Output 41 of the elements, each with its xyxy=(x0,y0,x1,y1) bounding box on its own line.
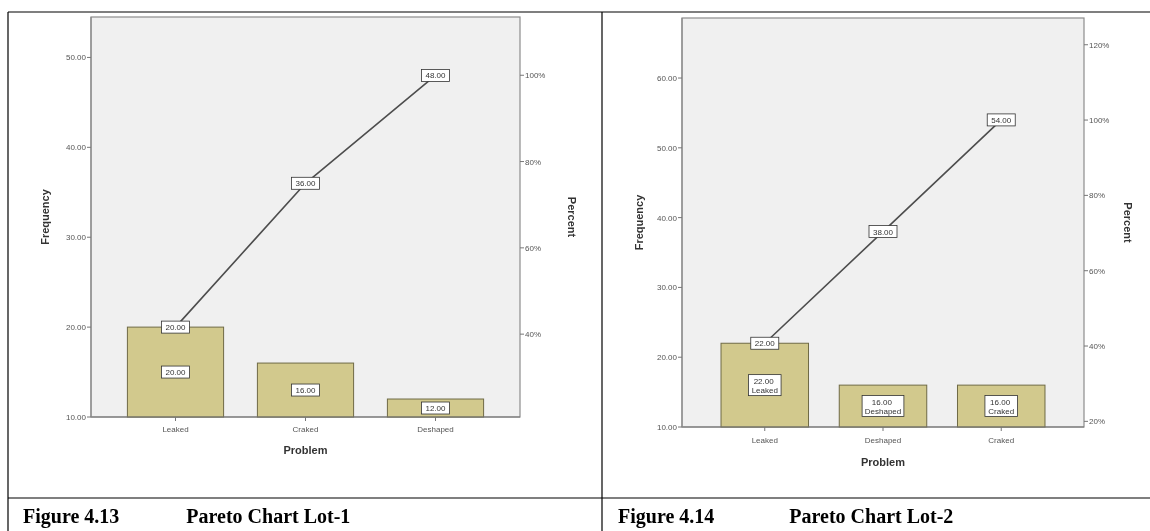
data-label: 20.00 xyxy=(165,368,187,378)
x-tick-label: Deshaped xyxy=(864,436,902,445)
x-tick-label: Craked xyxy=(292,425,319,434)
y2-tick-label: 100% xyxy=(1089,116,1110,126)
y2-tick-label: 100% xyxy=(525,71,546,81)
y-tick-label: 40.00 xyxy=(65,143,87,153)
y2-tick-label: 60% xyxy=(1089,266,1106,276)
y-tick-label: 60.00 xyxy=(656,74,678,84)
y2-tick-label: 80% xyxy=(525,157,542,167)
y2-axis-title: Percent xyxy=(566,196,579,238)
y-tick-label: 10.00 xyxy=(656,423,678,432)
data-label: 16.00 xyxy=(295,386,317,396)
data-label: 12.00 xyxy=(425,404,447,414)
y2-tick-label: 20% xyxy=(1089,417,1106,427)
y2-tick-label: 60% xyxy=(525,243,542,253)
y-tick-label: 30.00 xyxy=(656,283,678,293)
y-tick-label: 20.00 xyxy=(656,353,678,363)
x-tick-label: Leaked xyxy=(162,425,189,434)
x-tick-label: Leaked xyxy=(751,436,778,445)
x-axis-title: Problem xyxy=(283,444,328,456)
y-axis-title: Frequency xyxy=(632,193,645,251)
y-tick-label: 50.00 xyxy=(656,143,678,153)
chart-title: Figure 4.14 Pareto Chart Lot-2 xyxy=(618,505,954,527)
data-label: 16.00 Deshaped xyxy=(864,397,902,416)
y-tick-label: 40.00 xyxy=(656,213,678,223)
x-tick-label: Deshaped xyxy=(417,425,454,434)
y2-tick-label: 80% xyxy=(1089,191,1106,201)
y-tick-label: 30.00 xyxy=(65,233,87,243)
y-axis-title: Frequency xyxy=(38,188,51,245)
y-tick-label: 20.00 xyxy=(65,323,87,333)
y2-axis-title: Percent xyxy=(1122,202,1135,244)
y2-tick-label: 120% xyxy=(1089,40,1110,50)
x-tick-label: Craked xyxy=(988,436,1015,445)
y-tick-label: 10.00 xyxy=(65,413,87,422)
y2-tick-label: 40% xyxy=(1089,342,1106,352)
data-label: 22.00 Leaked xyxy=(751,376,778,395)
chart-title: Figure 4.13 Pareto Chart Lot-1 xyxy=(23,505,351,527)
y2-tick-label: 40% xyxy=(525,330,542,340)
x-axis-title: Problem xyxy=(860,456,906,468)
data-label: 16.00 Craked xyxy=(988,397,1015,416)
y-tick-label: 50.00 xyxy=(65,53,87,63)
